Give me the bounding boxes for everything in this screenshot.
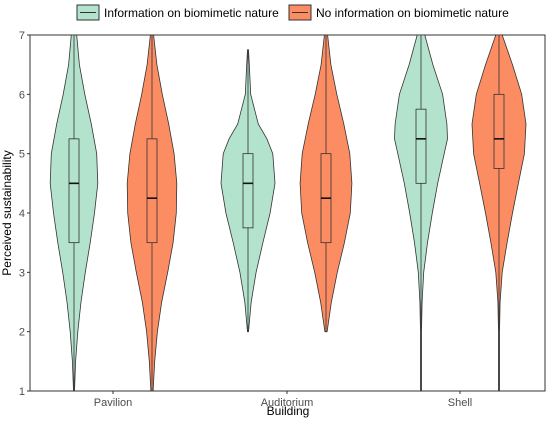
box-shell-noinfo (493, 93, 505, 169)
x-axis: Pavilion Auditorium Shell (94, 391, 472, 409)
box-pavilion-noinfo (146, 138, 158, 244)
x-tick-label-pavilion: Pavilion (94, 397, 133, 409)
legend-label-info: Information on biomimetic nature (104, 6, 279, 20)
y-tick-label-1: 1 (19, 386, 25, 398)
y-tick-label-6: 6 (19, 89, 25, 101)
legend-entry-info: Information on biomimetic nature (76, 4, 279, 21)
y-axis-title: Perceived sustainability (0, 150, 14, 275)
box-shell-info (415, 108, 427, 184)
y-tick-label-5: 5 (19, 149, 25, 161)
plot-marks (49, 34, 527, 392)
box-auditorium-info (242, 153, 254, 229)
x-axis-title: Building (267, 404, 310, 418)
plot-panel-border (29, 34, 546, 392)
legend-entry-noinfo: No information on biomimetic nature (288, 4, 509, 21)
y-tick-label-4: 4 (19, 208, 25, 220)
x-tick-label-auditorium: Auditorium (261, 397, 314, 409)
y-axis: 1 2 3 4 5 6 7 (19, 30, 30, 398)
x-tick-label-shell: Shell (448, 397, 472, 409)
box-pavilion-info (68, 138, 80, 244)
legend: Information on biomimetic nature No info… (76, 4, 509, 21)
y-tick-label-3: 3 (19, 267, 25, 279)
legend-label-noinfo: No information on biomimetic nature (316, 6, 509, 20)
y-tick-label-2: 2 (19, 327, 25, 339)
y-tick-label-7: 7 (19, 30, 25, 42)
